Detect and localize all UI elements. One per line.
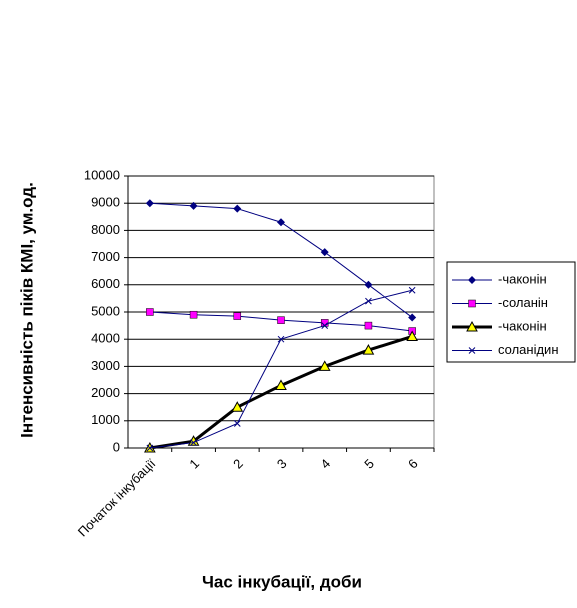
legend bbox=[446, 261, 576, 363]
marker bbox=[190, 439, 197, 446]
legend-label: соланідин bbox=[498, 342, 559, 357]
marker bbox=[233, 420, 241, 427]
y-tick-label: 3000 bbox=[91, 358, 120, 373]
y-tick-label: 2000 bbox=[91, 385, 120, 400]
y-tick-label: 5000 bbox=[91, 303, 120, 318]
marker bbox=[233, 312, 242, 320]
marker bbox=[468, 347, 476, 354]
marker bbox=[468, 276, 476, 284]
x-tick-label: 5 bbox=[361, 456, 377, 472]
y-tick-label: 6000 bbox=[91, 276, 120, 291]
y-tick-label: 10000 bbox=[84, 167, 120, 182]
legend-label: -соланін bbox=[498, 295, 548, 310]
marker bbox=[189, 310, 198, 319]
marker bbox=[408, 313, 417, 322]
marker bbox=[231, 401, 244, 412]
marker bbox=[320, 248, 329, 257]
y-tick-label: 7000 bbox=[91, 249, 120, 264]
marker bbox=[318, 360, 331, 371]
x-tick-label: 4 bbox=[318, 456, 334, 472]
marker bbox=[189, 201, 198, 210]
marker bbox=[468, 299, 476, 308]
marker bbox=[233, 204, 242, 213]
marker bbox=[362, 344, 375, 355]
y-tick-label: 9000 bbox=[91, 195, 120, 210]
marker bbox=[277, 335, 285, 343]
y-axis-label: Інтенсивність піків КМІ, ум.од. bbox=[17, 182, 36, 438]
legend-label: -чаконін bbox=[498, 318, 547, 333]
marker bbox=[466, 320, 478, 332]
marker bbox=[365, 297, 372, 305]
marker bbox=[408, 286, 416, 294]
marker bbox=[146, 308, 154, 316]
marker bbox=[364, 280, 373, 289]
legend-label: -чаконін bbox=[498, 271, 547, 286]
marker bbox=[146, 444, 154, 452]
marker bbox=[320, 319, 329, 327]
marker bbox=[406, 330, 418, 341]
x-tick-label: 3 bbox=[274, 456, 290, 472]
marker bbox=[277, 316, 285, 324]
x-tick-label: 2 bbox=[230, 456, 246, 472]
y-tick-label: 0 bbox=[113, 439, 120, 454]
y-tick-label: 8000 bbox=[91, 222, 120, 237]
marker bbox=[275, 379, 287, 390]
marker bbox=[364, 321, 373, 330]
marker bbox=[321, 322, 329, 329]
x-tick-label: Початок інкубації bbox=[75, 456, 159, 540]
x-tick-label: 6 bbox=[405, 456, 421, 472]
y-tick-label: 4000 bbox=[91, 331, 120, 346]
marker bbox=[145, 199, 154, 208]
marker bbox=[277, 218, 285, 227]
x-axis-label: Час інкубації, доби bbox=[202, 572, 362, 591]
y-tick-label: 1000 bbox=[91, 412, 120, 427]
x-tick-label: 1 bbox=[186, 456, 202, 472]
